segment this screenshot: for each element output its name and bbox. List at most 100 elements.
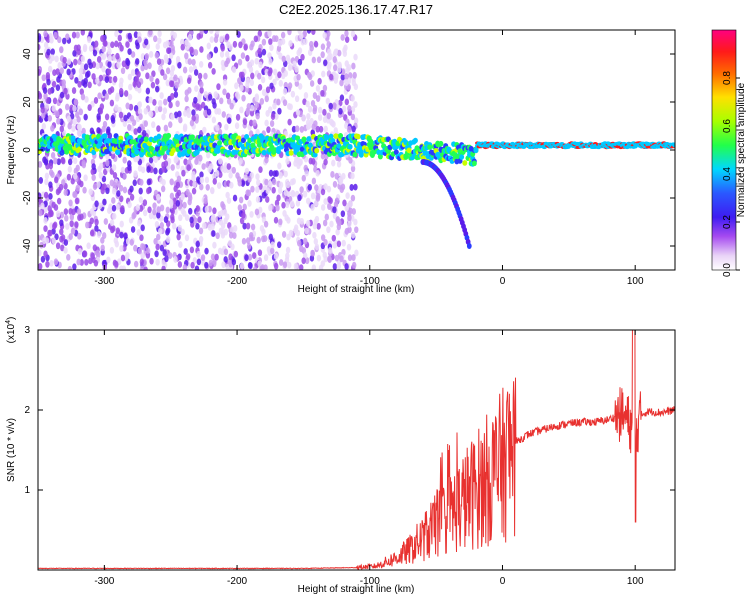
heatmap-cell — [265, 196, 270, 203]
heatmap-cell — [256, 179, 261, 186]
heatmap-cell — [287, 261, 292, 269]
heatmap-cell — [88, 188, 93, 196]
heatmap-cell — [466, 243, 472, 249]
heatmap-cell — [129, 114, 135, 122]
heatmap-cell — [224, 60, 229, 68]
heatmap-cell — [217, 140, 223, 146]
heatmap-cell — [191, 109, 196, 117]
heatmap-cell — [38, 177, 44, 184]
heatmap-cell — [283, 81, 289, 89]
heatmap-cell — [328, 197, 333, 205]
heatmap-cell — [299, 245, 304, 253]
heatmap-cell — [206, 42, 211, 50]
heatmap-cell — [339, 255, 344, 263]
heatmap-cell — [247, 253, 253, 261]
heatmap-cell — [92, 49, 98, 57]
heatmap-cell — [241, 237, 247, 245]
heatmap-cell — [198, 235, 204, 243]
heatmap-cell — [95, 77, 100, 85]
heatmap-cell — [310, 192, 316, 200]
heatmap-cell — [189, 246, 195, 254]
heatmap-cell — [143, 38, 149, 46]
heatmap-cell — [305, 100, 310, 108]
heatmap-cell — [216, 83, 221, 91]
heatmap-cell — [336, 240, 342, 248]
chart-title: C2E2.2025.136.17.47.R17 — [279, 2, 433, 17]
heatmap-cell — [283, 189, 289, 197]
heatmap-cell — [143, 120, 149, 128]
heatmap-cell — [277, 241, 282, 249]
snr-xtick-label: -100 — [360, 576, 380, 587]
heatmap-cell — [239, 106, 244, 114]
heatmap-cell — [325, 97, 331, 105]
heatmap-cell — [170, 44, 175, 52]
heatmap-cell — [38, 68, 42, 76]
heatmap-cell — [182, 123, 188, 131]
heatmap-cell — [350, 113, 356, 121]
heatmap-cell — [352, 151, 358, 158]
heatmap-cell — [177, 110, 182, 118]
heatmap-cell — [98, 171, 103, 179]
heatmap-cell — [248, 119, 254, 127]
heatmap-cell — [133, 244, 138, 252]
heatmap-cell — [275, 204, 280, 212]
heatmap-cell — [310, 99, 316, 107]
heatmap-cell — [274, 113, 279, 120]
colorbar-tick-label: 0.4 — [722, 167, 733, 181]
heatmap-cell — [123, 90, 129, 97]
heatmap-cell — [206, 108, 212, 116]
heatmap-cell — [166, 47, 171, 54]
heatmap-cell — [244, 254, 249, 262]
heatmap-cell — [48, 33, 53, 40]
heatmap-cell — [277, 71, 282, 79]
heatmap-cell — [160, 185, 166, 193]
heatmap-cell — [271, 178, 277, 186]
heatmap-cell — [278, 171, 283, 179]
heatmap-cell — [220, 44, 225, 52]
heatmap-cell — [297, 82, 303, 90]
heatmap-cell — [114, 30, 119, 38]
heatmap-cell — [212, 177, 217, 185]
heatmap-cell — [165, 206, 170, 214]
heatmap-cell — [44, 172, 50, 180]
heatmap-cell — [346, 83, 352, 91]
heatmap-cell — [133, 260, 139, 268]
heatmap-cell — [51, 80, 57, 88]
heatmap-cell — [48, 181, 53, 189]
heatmap-cell — [187, 198, 192, 206]
heatmap-cell — [182, 201, 187, 209]
heatmap-cell — [104, 76, 110, 83]
heatmap-cell — [195, 240, 200, 248]
heatmap-cell — [188, 66, 194, 73]
heatmap-cell — [348, 200, 353, 208]
svg-text:(x104): (x104) — [5, 317, 17, 344]
heatmap-cell — [83, 174, 88, 182]
heatmap-cell — [287, 30, 292, 36]
heatmap-cell — [122, 173, 127, 180]
heatmap-cell — [162, 145, 168, 151]
heatmap-cell — [168, 121, 173, 129]
heatmap-cell — [173, 111, 179, 119]
heatmap-cell — [72, 263, 77, 270]
heatmap-cell — [312, 92, 318, 99]
heatmap-cell — [53, 31, 58, 39]
heatmap-cell — [63, 239, 69, 246]
heatmap-cell — [56, 76, 61, 83]
heatmap-cell — [210, 215, 215, 223]
heatmap-cell — [406, 147, 412, 154]
heatmap-cell — [143, 136, 149, 143]
heatmap-cell — [59, 228, 64, 236]
heatmap-cell — [101, 175, 107, 183]
heatmap-cell — [48, 209, 54, 217]
heatmap-cell — [208, 259, 214, 267]
heatmap-cell — [73, 157, 78, 165]
heatmap-cell — [111, 164, 117, 171]
heatmap-cell — [118, 30, 123, 34]
heatmap-cell — [258, 166, 263, 174]
heatmap-cell — [199, 30, 205, 35]
heatmap-cell — [89, 229, 95, 237]
heatmap-cell — [209, 30, 214, 34]
heatmap-cell — [287, 82, 293, 90]
heatmap-cell — [237, 204, 243, 212]
heatmap-cell — [229, 102, 234, 110]
